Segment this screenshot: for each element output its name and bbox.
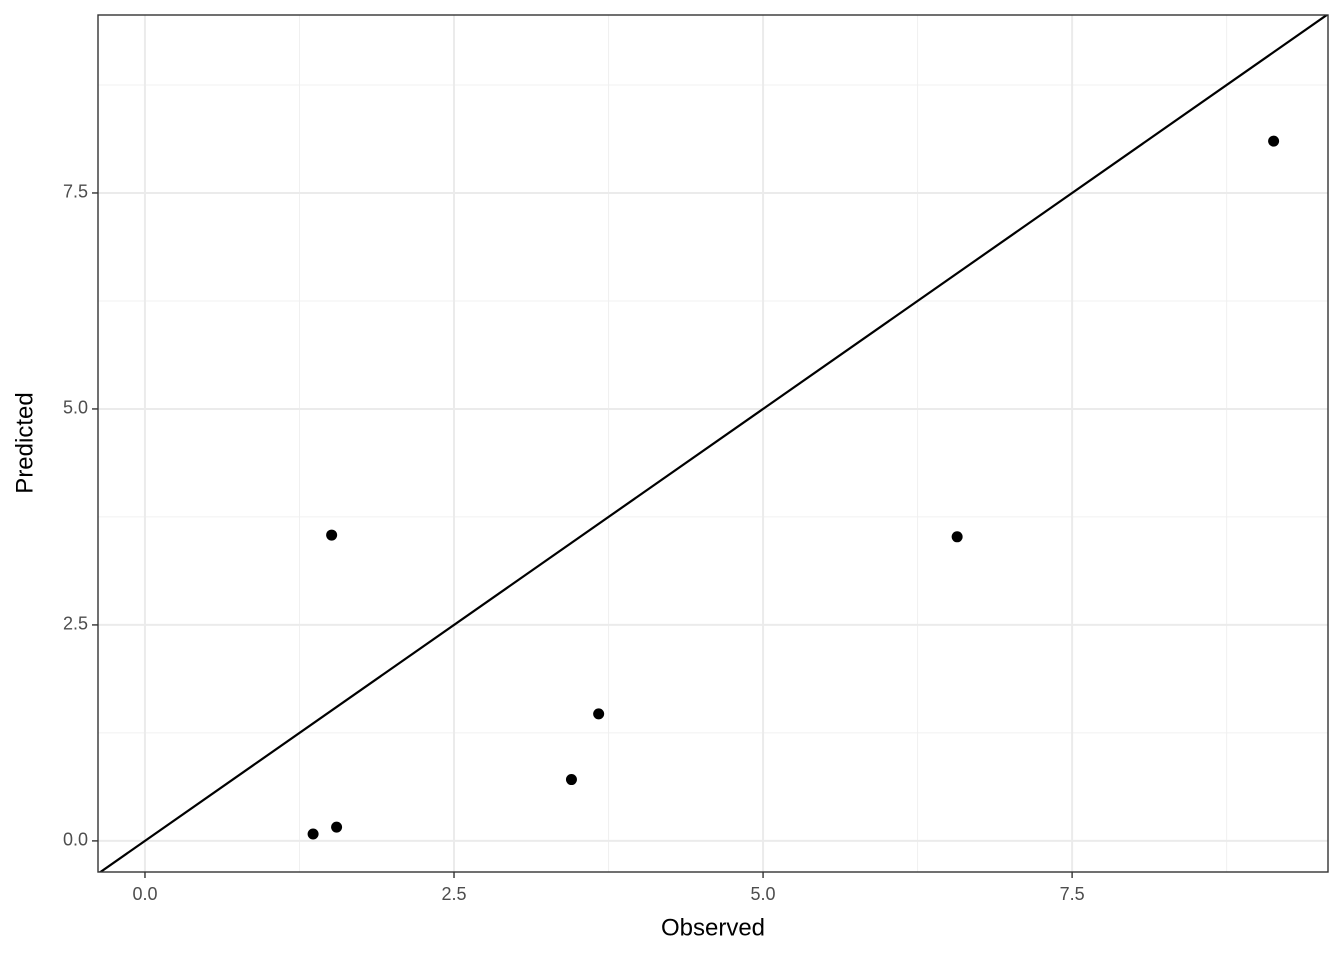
identity-line <box>98 15 1328 872</box>
x-tick-label: 7.5 <box>1060 884 1085 904</box>
y-tick-label: 5.0 <box>63 398 88 418</box>
point <box>593 708 605 720</box>
grid <box>98 15 1328 872</box>
plot-area <box>98 15 1328 872</box>
x-tick-label: 0.0 <box>132 884 157 904</box>
y-tick-label: 2.5 <box>63 614 88 634</box>
y-tick-label: 7.5 <box>63 182 88 202</box>
y-tick-label: 0.0 <box>63 830 88 850</box>
x-tick-label: 5.0 <box>751 884 776 904</box>
point <box>326 529 338 541</box>
x-tick-label: 2.5 <box>442 884 467 904</box>
point <box>307 828 319 840</box>
point <box>331 821 343 833</box>
x-axis-title: Observed <box>661 914 765 941</box>
panel-border <box>97 14 1329 873</box>
point <box>951 531 963 543</box>
point <box>1268 135 1280 147</box>
y-axis-title: Predicted <box>11 392 38 493</box>
point <box>565 774 577 786</box>
